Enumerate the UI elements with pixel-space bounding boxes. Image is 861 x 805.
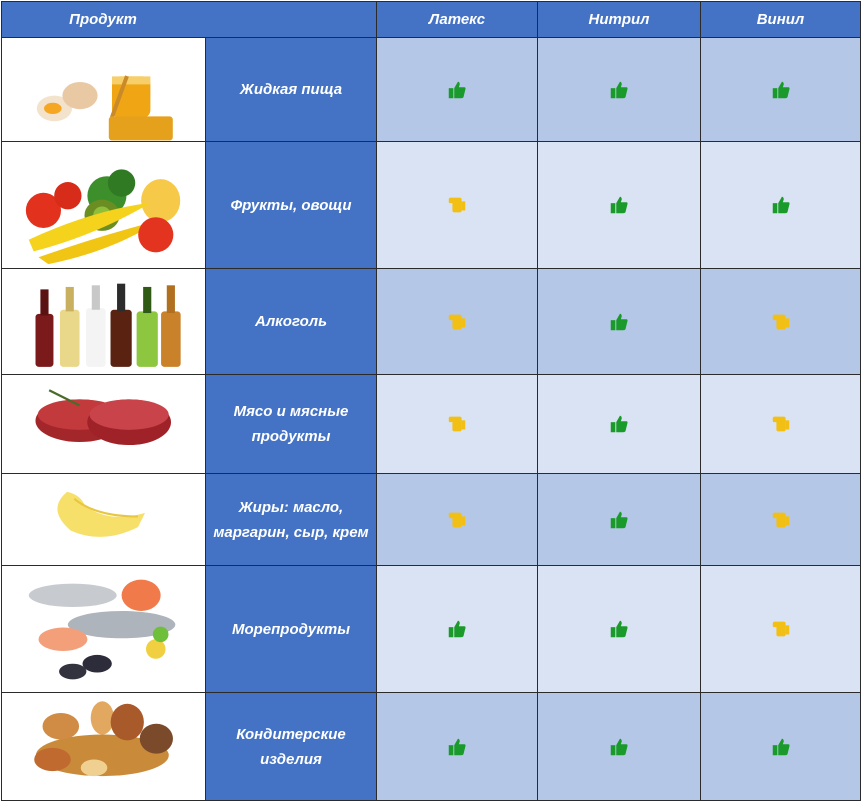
- thumbs-up-icon: [608, 415, 630, 433]
- thumbs-up-icon: [446, 81, 468, 98]
- table-row: Алкоголь: [1, 268, 861, 375]
- rating-nitrile: [537, 473, 701, 566]
- header-nitrile: Нитрил: [537, 1, 701, 38]
- table-row: Фрукты, овощи: [1, 141, 861, 269]
- rating-vinyl: [700, 374, 861, 474]
- thumbs-up-icon: [608, 196, 630, 214]
- rating-nitrile: [537, 565, 701, 693]
- product-image: [1, 692, 206, 801]
- rating-latex: [376, 141, 538, 269]
- thumbs-up-icon: [608, 81, 630, 98]
- thumbs-up-icon: [608, 620, 630, 638]
- rating-vinyl: [700, 268, 861, 375]
- hand-point-icon: [770, 511, 792, 528]
- thumbs-up-icon: [446, 738, 468, 755]
- rating-vinyl: [700, 692, 861, 801]
- product-image: [1, 374, 206, 474]
- header-row: Продукт Латекс Нитрил Винил: [1, 1, 861, 38]
- thumbs-up-icon: [608, 313, 630, 330]
- table-row: Морепродукты: [1, 565, 861, 693]
- header-vinyl: Винил: [700, 1, 861, 38]
- product-name: Мясо и мясные продукты: [205, 374, 377, 474]
- hand-point-icon: [770, 620, 792, 637]
- product-image: [1, 141, 206, 269]
- product-name: Алкоголь: [205, 268, 377, 375]
- hand-point-icon: [446, 313, 468, 330]
- rating-latex: [376, 37, 538, 142]
- rating-vinyl: [700, 37, 861, 142]
- rating-nitrile: [537, 268, 701, 375]
- rating-latex: [376, 374, 538, 474]
- thumbs-up-icon: [446, 620, 468, 638]
- product-image: [1, 268, 206, 375]
- rating-vinyl: [700, 141, 861, 269]
- thumbs-up-icon: [608, 511, 630, 528]
- thumbs-up-icon: [770, 738, 792, 755]
- header-product: Продукт: [1, 1, 377, 38]
- hand-point-icon: [446, 415, 468, 432]
- product-image: [1, 565, 206, 693]
- rating-vinyl: [700, 473, 861, 566]
- rating-vinyl: [700, 565, 861, 693]
- rating-latex: [376, 473, 538, 566]
- hand-point-icon: [770, 313, 792, 330]
- rating-latex: [376, 565, 538, 693]
- table-row: Жиры: масло, маргарин, сыр, крем: [1, 473, 861, 566]
- product-name: Жидкая пища: [205, 37, 377, 142]
- hand-point-icon: [770, 415, 792, 432]
- rating-nitrile: [537, 692, 701, 801]
- thumbs-up-icon: [608, 738, 630, 755]
- product-name: Морепродукты: [205, 565, 377, 693]
- rating-nitrile: [537, 141, 701, 269]
- product-image: [1, 473, 206, 566]
- hand-point-icon: [446, 196, 468, 213]
- thumbs-up-icon: [770, 196, 792, 214]
- hand-point-icon: [446, 511, 468, 528]
- product-name: Фрукты, овощи: [205, 141, 377, 269]
- header-latex: Латекс: [376, 1, 538, 38]
- table-row: Мясо и мясные продукты: [1, 374, 861, 474]
- rating-latex: [376, 268, 538, 375]
- product-name: Жиры: масло, маргарин, сыр, крем: [205, 473, 377, 566]
- table-row: Кондитерские изделия: [1, 692, 861, 801]
- rating-nitrile: [537, 374, 701, 474]
- rating-nitrile: [537, 37, 701, 142]
- rating-latex: [376, 692, 538, 801]
- product-image: [1, 37, 206, 142]
- thumbs-up-icon: [770, 81, 792, 98]
- product-name: Кондитерские изделия: [205, 692, 377, 801]
- table-row: Жидкая пища: [1, 37, 861, 142]
